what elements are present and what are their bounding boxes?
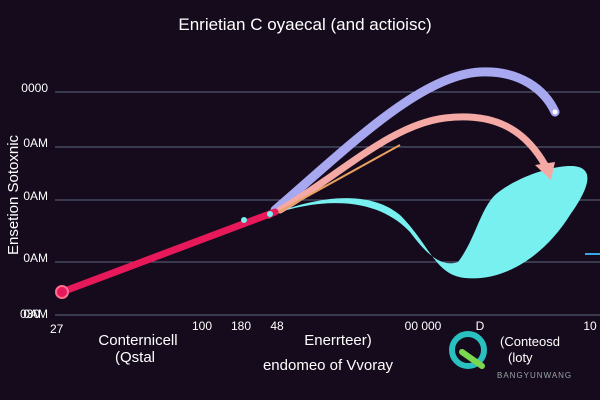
y-tick-label: 0AM bbox=[23, 307, 48, 321]
chart-title: Enrietian C oyaecal (and actioisc) bbox=[178, 15, 431, 34]
x-ticks: 27 100 180 48 00 000 D 10 bbox=[50, 319, 597, 336]
watermark-text: BANGYUNWANG bbox=[497, 371, 572, 380]
x-tick-label: 10 bbox=[583, 319, 597, 333]
x-tick-label: 48 bbox=[270, 319, 284, 333]
x-axis-secondary-label: Enerrteer) bbox=[304, 332, 372, 349]
pink-series-line bbox=[276, 113, 549, 214]
cyan-area bbox=[270, 165, 588, 279]
y-tick-label: 0AM bbox=[23, 136, 48, 150]
orange-series-line bbox=[267, 144, 401, 219]
series-junction-marker bbox=[267, 211, 273, 217]
legend-entry: (Conteosd bbox=[500, 334, 560, 349]
y-tick-label: 030 bbox=[20, 307, 40, 321]
logo-icon-accent bbox=[459, 349, 485, 369]
series-junction-marker bbox=[241, 217, 247, 223]
y-tick-label: 0AM bbox=[23, 189, 48, 203]
y-tick-label: 0000 bbox=[21, 81, 48, 95]
x-axis-bottom-label: endomeo of Vvoray bbox=[263, 357, 394, 374]
legend: (Conteosd (loty bbox=[500, 334, 560, 365]
y-tick-label: 0AM bbox=[23, 251, 48, 265]
watermark-logo: BANGYUNWANG bbox=[449, 331, 572, 380]
x-tick-label: 100 bbox=[192, 319, 212, 333]
x-tick-label: 27 bbox=[50, 322, 64, 336]
y-axis-label: Ensetion Sotoxnic bbox=[5, 134, 22, 255]
red-series-line bbox=[58, 208, 279, 296]
x-tick-label: D bbox=[476, 319, 485, 333]
purple-series-line bbox=[270, 67, 560, 215]
x-axis-label-line-1: Conternicell bbox=[98, 332, 177, 349]
purple-series-endpoint bbox=[552, 109, 558, 115]
legend-entry: (loty bbox=[508, 350, 533, 365]
x-tick-label: 00 000 bbox=[405, 319, 442, 333]
y-ticks: 0000 0AM 0AM 0AM 0AM bbox=[21, 81, 48, 321]
pink-series-arrowhead bbox=[535, 162, 555, 180]
red-series-start-marker bbox=[55, 285, 69, 299]
logo-icon bbox=[449, 331, 487, 369]
x-axis-label-line-2: (Qstal bbox=[115, 349, 155, 366]
x-tick-label: 180 bbox=[231, 319, 251, 333]
